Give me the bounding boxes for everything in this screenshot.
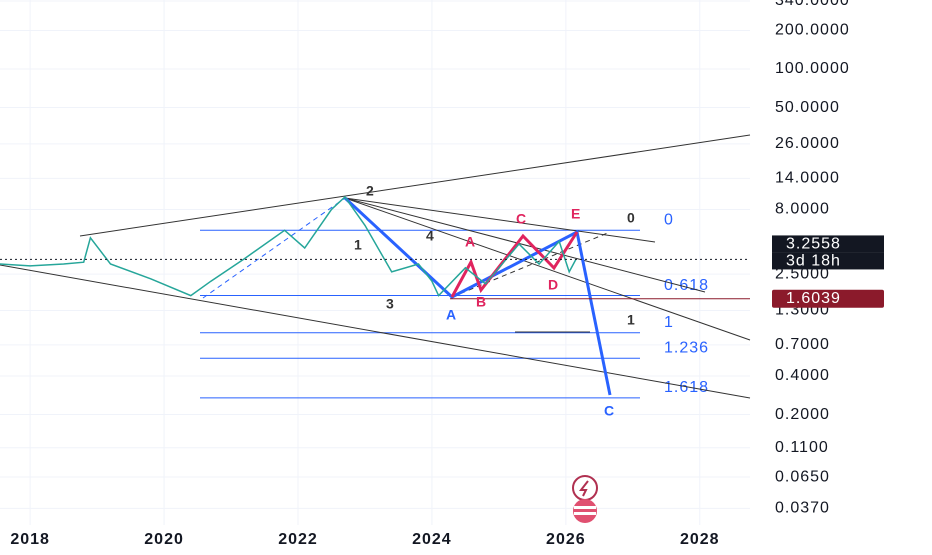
trend-line [0, 264, 751, 399]
price-tag [772, 235, 884, 253]
y-tick-label: 200.0000 [775, 22, 850, 39]
fib-label: 0 [664, 211, 674, 228]
trend-line [79, 134, 751, 237]
trend-line [344, 197, 656, 243]
y-tick-label: 0.7000 [775, 336, 830, 353]
wave-label: 0 [627, 210, 635, 226]
y-tick-label: 50.0000 [775, 99, 840, 116]
y-tick-label: 26.0000 [775, 135, 840, 152]
y-tick-label: 8.0000 [775, 201, 830, 218]
wave-label: 3 [386, 296, 394, 312]
wave-label: A [446, 307, 456, 323]
y-tick-label: 0.4000 [775, 367, 830, 384]
y-tick-label: 0.0370 [775, 500, 830, 517]
x-tick-label: 2022 [278, 531, 318, 548]
x-tick-label: 2024 [412, 531, 452, 548]
countdown-tag [772, 252, 884, 270]
wave-label: C [604, 403, 614, 419]
y-tick-label: 0.2000 [775, 406, 830, 423]
alert-tag-label: 1.6039 [786, 290, 841, 307]
wave-label: A [465, 234, 475, 250]
wave-label: 2 [366, 183, 374, 199]
wave-line [451, 231, 611, 298]
y-tick-label: 0.0650 [775, 468, 830, 485]
x-tick-label: 2028 [680, 531, 720, 548]
alert-tag [772, 289, 884, 308]
countdown-label: 3d 18h [786, 253, 841, 270]
wave-label: 4 [426, 228, 434, 244]
trend-line [344, 197, 706, 293]
wave-label: E [571, 206, 580, 222]
fib-label: 1.236 [664, 340, 709, 357]
fib-label: 1 [664, 314, 674, 331]
wave-path [450, 231, 579, 298]
price-line [0, 195, 577, 297]
fib-label: 1.618 [664, 379, 709, 396]
y-tick-label: 14.0000 [775, 170, 840, 187]
wave-path [343, 196, 612, 396]
y-tick-label: 340.0000 [775, 0, 850, 9]
wave-label: 1 [354, 237, 362, 253]
trend-line [344, 197, 751, 341]
drawings [0, 134, 751, 399]
wave-line [202, 197, 346, 299]
wave-label: 1 [627, 312, 635, 328]
x-tick-label: 2026 [546, 531, 586, 548]
y-tick-label: 2.5000 [775, 265, 830, 282]
x-tick-label: 2018 [10, 531, 50, 548]
y-tick-label: 100.0000 [775, 60, 850, 77]
y-tick-label: 0.1100 [775, 439, 829, 456]
wave-label: C [516, 211, 526, 227]
plot [0, 195, 750, 300]
x-tick-label: 2020 [144, 531, 184, 548]
wave-label: B [476, 294, 486, 310]
wave-label: D [548, 277, 558, 293]
source-icons [572, 475, 598, 523]
price-tag-label: 3.2558 [786, 236, 841, 253]
